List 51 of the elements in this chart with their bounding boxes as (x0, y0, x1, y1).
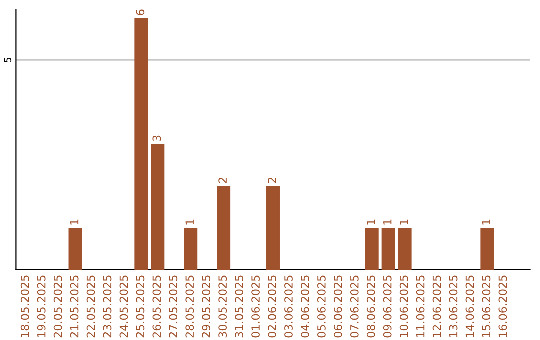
x-tick-label: 30.05.2025 (218, 276, 228, 338)
x-tick-label: 06.06.2025 (334, 276, 342, 338)
x-tick-label: 14.06.2025 (466, 276, 474, 338)
data-label: 6 (136, 10, 145, 16)
bar (382, 228, 396, 270)
data-label: 1 (367, 220, 376, 225)
data-label: 1 (384, 220, 392, 225)
x-tick-label: 31.05.2025 (235, 276, 244, 338)
bar (184, 228, 198, 270)
bar (68, 228, 82, 270)
x-tick-label: 13.06.2025 (449, 276, 458, 338)
data-label: 1 (482, 220, 491, 225)
x-tick-label: 27.05.2025 (169, 276, 178, 338)
x-tick-label: 08.06.2025 (366, 276, 376, 338)
bar (134, 18, 148, 270)
x-tick-label: 23.05.2025 (103, 276, 112, 338)
x-tick-label: 12.06.2025 (432, 276, 442, 338)
y-tick-label: 5 (4, 58, 12, 63)
data-label: 2 (268, 178, 276, 184)
x-tick-label: 28.05.2025 (186, 276, 194, 338)
data-label: 3 (152, 136, 162, 142)
x-tick-label: 26.05.2025 (152, 276, 162, 338)
data-label: 1 (186, 220, 194, 225)
x-tick-label: 22.05.2025 (86, 276, 96, 338)
x-tick-label: 01.06.2025 (252, 276, 260, 338)
x-tick-label: 19.05.2025 (37, 276, 46, 338)
x-tick-label: 02.06.2025 (268, 276, 276, 338)
data-label: 1 (70, 220, 79, 225)
x-tick-label: 24.05.2025 (120, 276, 128, 338)
x-tick-label: 21.05.2025 (70, 276, 79, 338)
bar (365, 228, 379, 270)
x-tick-label: 07.06.2025 (350, 276, 359, 338)
x-tick-label: 04.06.2025 (301, 276, 310, 338)
data-label: 1 (400, 220, 408, 225)
x-tick-label: 05.06.2025 (317, 276, 326, 338)
x-tick-label: 25.05.2025 (136, 276, 145, 338)
x-tick-label: 20.05.2025 (54, 276, 62, 338)
bar (217, 186, 231, 270)
bar (266, 186, 280, 270)
x-tick-label: 03.06.2025 (284, 276, 293, 338)
x-tick-label: 10.06.2025 (400, 276, 408, 338)
bar (398, 228, 412, 270)
data-label: 2 (218, 178, 227, 184)
bar (480, 228, 494, 270)
x-tick-label: 09.06.2025 (383, 276, 392, 338)
x-tick-label: 15.06.2025 (482, 276, 491, 338)
x-tick-label: 11.06.2025 (416, 276, 425, 338)
x-tick-label: 29.05.2025 (202, 276, 211, 338)
bar (151, 144, 165, 270)
x-tick-label: 16.06.2025 (498, 276, 508, 338)
x-tick-label: 18.05.2025 (20, 276, 30, 338)
